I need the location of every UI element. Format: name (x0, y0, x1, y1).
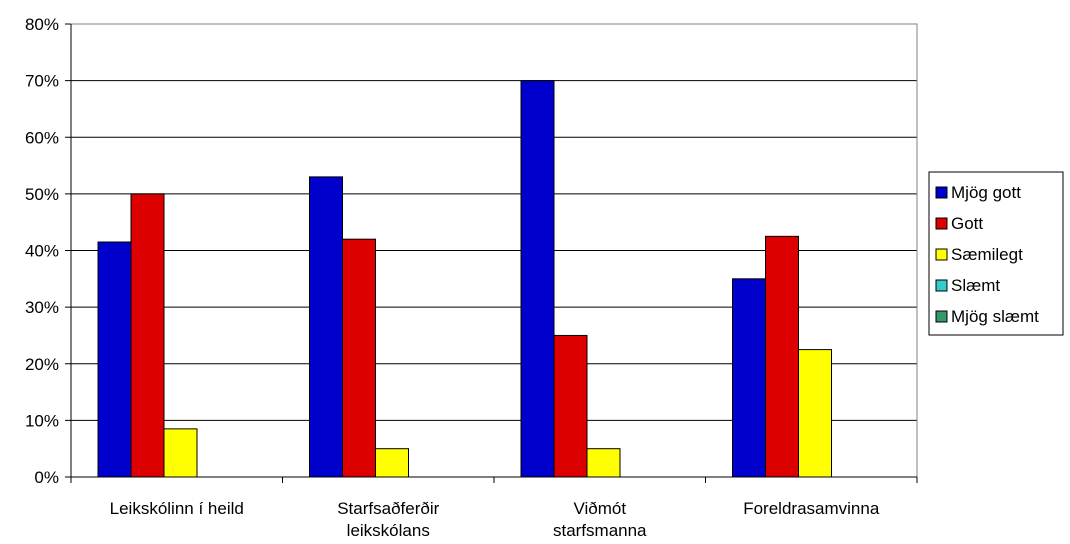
legend-swatch (935, 310, 948, 323)
bar (586, 448, 621, 478)
x-category-label: Starfsaðferðir leikskólans (337, 499, 439, 540)
x-category-label: Leikskólinn í heild (110, 499, 244, 518)
legend-label: Mjög slæmt (951, 307, 1039, 326)
y-tick-label: 0% (34, 468, 59, 487)
bar (130, 193, 165, 478)
legend-label: Slæmt (951, 276, 1000, 295)
bar (163, 428, 198, 478)
x-category-label: Viðmót starfsmanna (553, 499, 647, 540)
legend: Mjög gott Gott Sæmilegt Slæmt Mjög slæmt (928, 171, 1064, 336)
legend-label: Mjög gott (951, 183, 1021, 202)
bar (520, 80, 555, 478)
bar (732, 278, 766, 478)
legend-box (928, 171, 1064, 336)
legend-swatch (935, 186, 948, 199)
y-tick-labels: 0% 10% 20% 30% 40% 50% 60% 70% 80% (25, 15, 59, 487)
bar (97, 241, 132, 478)
y-tick-label: 40% (25, 242, 59, 261)
bar (309, 176, 343, 478)
y-tick-label: 60% (25, 128, 59, 147)
y-tick-label: 20% (25, 355, 59, 374)
legend-label: Sæmilegt (951, 245, 1023, 264)
y-tick-label: 30% (25, 298, 59, 317)
y-tick-label: 50% (25, 185, 59, 204)
bar (342, 238, 376, 478)
legend-swatch (935, 217, 948, 230)
bars (97, 80, 832, 478)
bar (798, 349, 832, 478)
bar (375, 448, 409, 478)
x-category-labels: Leikskólinn í heild Starfsaðferðir leikskó… (110, 499, 880, 540)
x-category-label: Foreldrasamvinna (743, 499, 880, 518)
bar (765, 235, 799, 478)
y-tick-label: 70% (25, 72, 59, 91)
gridlines (65, 23, 917, 478)
y-tick-label: 80% (25, 15, 59, 34)
legend-swatch (935, 248, 948, 261)
axes (70, 23, 918, 483)
legend-swatch (935, 279, 948, 292)
legend-label: Gott (951, 214, 983, 233)
bar (553, 334, 588, 478)
y-tick-label: 10% (25, 411, 59, 430)
